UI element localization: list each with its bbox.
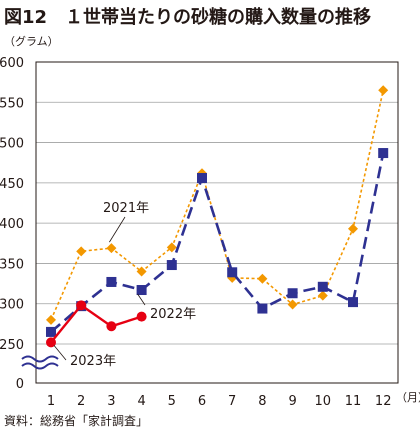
x-tick-label: 7 — [228, 394, 236, 409]
axes — [21, 61, 399, 384]
data-point — [348, 297, 358, 308]
axis-break-mark — [21, 355, 59, 363]
y-tick-label: 500 — [0, 137, 24, 152]
y-tick-label: 550 — [0, 96, 24, 111]
data-point — [136, 311, 147, 322]
label-leader-line — [53, 345, 67, 361]
data-point — [166, 260, 177, 271]
x-tick-label: 9 — [288, 394, 296, 409]
series-label: 2023年 — [70, 354, 116, 369]
data-point — [227, 267, 238, 278]
x-axis-unit-label: （月） — [396, 391, 420, 404]
data-point — [348, 223, 358, 234]
series-line — [50, 152, 385, 333]
x-tick-label: 8 — [258, 394, 266, 409]
data-point — [197, 173, 207, 184]
label-leader-line — [137, 293, 146, 306]
y-tick-label: 300 — [0, 298, 24, 313]
y-tick-labels: 600 550 500 450 400 350 300 250 0 — [0, 56, 24, 392]
data-point — [106, 321, 117, 332]
data-point — [287, 299, 298, 310]
data-point — [106, 243, 117, 254]
x-tick-label: 10 — [315, 394, 332, 409]
y-tick-label: 600 — [0, 56, 24, 71]
series-label: 2021年 — [103, 201, 149, 216]
data-point — [378, 85, 389, 96]
y-tick-label: 350 — [0, 257, 24, 272]
data-point — [317, 290, 328, 301]
data-point — [46, 326, 56, 337]
data-point — [76, 246, 87, 257]
x-tick-label: 3 — [107, 394, 115, 409]
data-point — [257, 303, 268, 314]
x-tick-label: 6 — [198, 394, 206, 409]
y-tick-label: 450 — [0, 177, 24, 192]
data-point — [378, 148, 389, 159]
data-point — [76, 300, 87, 311]
data-point — [136, 266, 147, 277]
data-point — [46, 337, 56, 348]
data-point — [46, 314, 56, 325]
gridlines — [36, 101, 398, 345]
data-point — [257, 273, 268, 284]
label-leader-line — [109, 216, 126, 243]
data-point — [166, 242, 177, 253]
x-tick-label: 5 — [168, 394, 176, 409]
y-tick-label: 250 — [0, 338, 24, 353]
data-point — [136, 285, 147, 296]
x-tick-labels: 1 2 3 4 5 6 7 8 9 10 11 12 — [47, 394, 392, 409]
series-label: 2022年 — [150, 307, 196, 322]
x-tick-label: 1 — [47, 394, 55, 409]
series-labels: 2021年 2022年 2023年 — [53, 201, 196, 369]
series-line — [50, 90, 384, 321]
axis-break-mark — [21, 362, 59, 370]
data-point — [106, 276, 117, 287]
data-point — [317, 281, 328, 292]
x-tick-label: 4 — [137, 394, 145, 409]
series-layer — [46, 85, 389, 348]
plot-frame — [35, 61, 399, 384]
y-tick-label: 400 — [0, 217, 24, 232]
data-point — [287, 288, 298, 299]
source-note: 資料：総務省「家計調査」 — [4, 413, 148, 428]
x-tick-label: 2 — [77, 394, 85, 409]
chart-title: 図12 １世帯当たりの砂糖の購入数量の推移 — [4, 6, 371, 28]
y-tick-label: 0 — [16, 377, 24, 392]
y-axis-unit-label: （グラム） — [4, 34, 59, 48]
x-tick-label: 11 — [345, 394, 362, 409]
x-tick-label: 12 — [375, 394, 392, 409]
series-line — [50, 303, 142, 344]
